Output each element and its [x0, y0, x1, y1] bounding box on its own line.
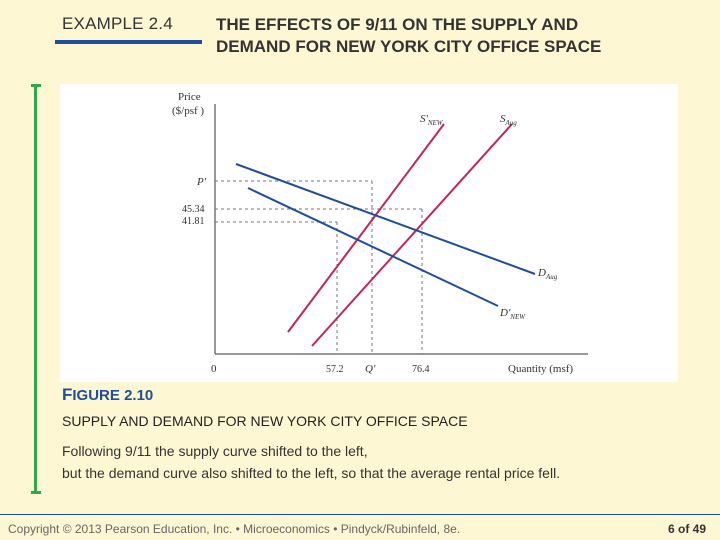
y-tick-45-34: 45.34	[182, 204, 205, 215]
caption-line-2: but the demand curve also shifted to the…	[62, 465, 561, 481]
example-label: EXAMPLE 2.4	[62, 14, 173, 33]
label-s-prime-new: S'NEW	[420, 113, 444, 127]
x-tick-76-4: 76.4	[412, 364, 430, 375]
supply-curve-s-aug	[311, 123, 513, 347]
label-d-prime-new: D'NEW	[499, 307, 526, 321]
footer-divider	[0, 514, 720, 515]
label-d-aug: DAug	[537, 267, 558, 281]
x-tick-q-prime: Q'	[365, 363, 376, 375]
figure-panel: Price ($/psf ) Quantity (msf) 0 P' 45.34…	[60, 84, 678, 382]
figure-caption-title: SUPPLY AND DEMAND FOR NEW YORK CITY OFFI…	[62, 413, 468, 429]
x-axis-label: Quantity (msf)	[508, 363, 573, 375]
accent-bar-bottom-tick	[31, 491, 41, 494]
example-underline	[55, 40, 202, 44]
label-s-aug: SAug	[500, 113, 517, 127]
slide-title: THE EFFECTS OF 9/11 ON THE SUPPLY AND DE…	[216, 14, 716, 58]
y-axis-label-line-2: ($/psf )	[172, 105, 204, 117]
demand-curve-d-aug	[235, 163, 536, 275]
accent-bar	[34, 84, 37, 494]
figure-label: FIGURE 2.10	[62, 385, 154, 404]
supply-demand-chart: Price ($/psf ) Quantity (msf) 0 P' 45.34…	[172, 91, 588, 375]
accent-bar-top-tick	[31, 84, 41, 87]
x-tick-57-2: 57.2	[326, 364, 344, 375]
origin-label: 0	[211, 363, 217, 375]
caption-line-1: Following 9/11 the supply curve shifted …	[62, 443, 368, 459]
demand-curve-d-prime-new	[247, 187, 499, 307]
title-line-2: DEMAND FOR NEW YORK CITY OFFICE SPACE	[216, 37, 602, 56]
y-axis-label-line-1: Price	[178, 91, 201, 103]
y-tick-p-prime: P'	[196, 176, 207, 188]
supply-curve-s-prime-new	[287, 123, 445, 333]
y-tick-41-81: 41.81	[182, 216, 205, 227]
title-line-1: THE EFFECTS OF 9/11 ON THE SUPPLY AND	[216, 15, 579, 34]
footer-copyright: Copyright © 2013 Pearson Education, Inc.…	[8, 522, 461, 536]
figure-caption-body: Following 9/11 the supply curve shifted …	[62, 440, 702, 484]
page-number: 6 of 49	[667, 522, 706, 536]
